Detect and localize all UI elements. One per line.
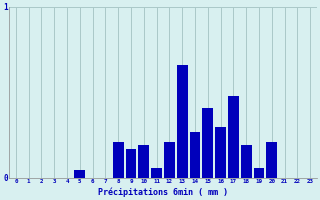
X-axis label: Précipitations 6min ( mm ): Précipitations 6min ( mm ) <box>98 187 228 197</box>
Bar <box>75 170 85 178</box>
Bar <box>177 65 188 178</box>
Bar <box>138 145 149 178</box>
Bar <box>189 132 200 178</box>
Bar <box>266 142 277 178</box>
Bar <box>113 142 124 178</box>
Bar <box>215 127 226 178</box>
Bar <box>151 168 162 178</box>
Bar <box>202 108 213 178</box>
Bar <box>228 96 239 178</box>
Bar <box>253 168 264 178</box>
Bar <box>164 142 175 178</box>
Bar <box>125 149 136 178</box>
Bar <box>241 145 252 178</box>
